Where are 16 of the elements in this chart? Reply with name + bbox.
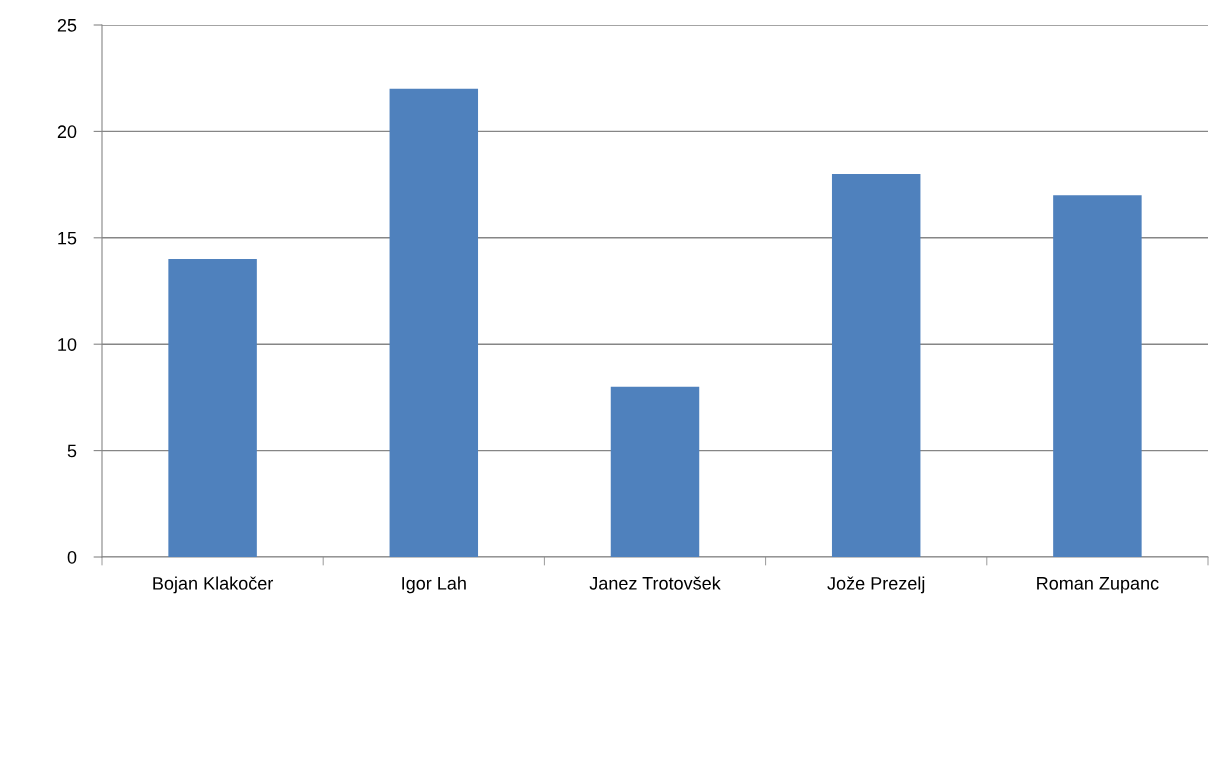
y-tick-label: 15 — [58, 231, 77, 245]
y-tick-label: 20 — [57, 125, 77, 139]
x-tick-label: Igor Lah — [402, 576, 466, 594]
x-tick-label: Bojan Klakočer — [153, 576, 274, 594]
bar — [610, 386, 700, 557]
x-tick-label: Jože Prezelj — [827, 576, 925, 594]
y-tick-label: 0 — [67, 550, 77, 564]
bar — [1053, 195, 1142, 557]
y-tick-label: 10 — [58, 338, 77, 351]
y-tick-label: 25 — [57, 18, 77, 32]
bar — [389, 88, 479, 557]
x-tick-label: Roman Zupanc — [1037, 577, 1159, 594]
y-tick-label: 5 — [67, 444, 77, 458]
x-tick-label: Janez Trotovšek — [589, 576, 721, 590]
bar — [168, 259, 257, 557]
bar — [831, 173, 921, 557]
